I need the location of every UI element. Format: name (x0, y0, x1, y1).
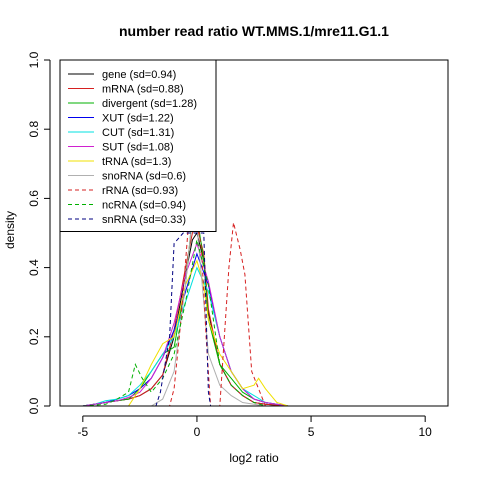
y-tick-label-3: 0.6 (27, 190, 41, 207)
series-line-7 (82, 213, 435, 407)
series-line-9 (82, 239, 435, 407)
series-line-0 (82, 231, 435, 407)
series-layer (71, 198, 435, 407)
x-tick-label-1: 0 (194, 425, 201, 439)
y-axis-label: density (3, 211, 17, 249)
chart-title: number read ratio WT.MMS.1/mre11.G1.1 (119, 23, 389, 39)
x-tick-label-2: 5 (308, 425, 315, 439)
y-tick-label-5: 1.0 (27, 51, 41, 68)
legend-entry-6: tRNA (sd=1.3) (102, 156, 171, 168)
axes-layer: -5 0 5 10 0.0 0.2 0.4 0.6 0.8 1.0 (27, 51, 449, 439)
y-tick-label-2: 0.4 (27, 259, 41, 276)
legend-entry-9: ncRNA (sd=0.94) (102, 200, 186, 212)
series-line-4 (82, 266, 435, 407)
x-tick-label-3: 10 (418, 425, 432, 439)
legend-entry-0: gene (sd=0.94) (102, 69, 176, 81)
y-tick-label-1: 0.2 (27, 328, 41, 345)
y-tick-label-4: 0.8 (27, 121, 41, 138)
x-axis-label: log2 ratio (229, 451, 279, 465)
legend-entry-5: SUT (sd=1.08) (102, 142, 174, 154)
legend-entry-2: divergent (sd=1.28) (102, 98, 197, 110)
series-line-5 (82, 241, 435, 407)
series-line-6 (82, 259, 435, 407)
legend-entry-3: XUT (sd=1.22) (102, 113, 174, 125)
series-line-10 (71, 232, 435, 407)
legend-entry-1: mRNA (sd=0.88) (102, 84, 184, 96)
y-tick-label-0: 0.0 (27, 397, 41, 414)
legend-entry-8: rRNA (sd=0.93) (102, 185, 178, 197)
series-line-2 (82, 215, 435, 407)
x-tick-label-0: -5 (77, 425, 88, 439)
plot-frame (59, 59, 449, 407)
series-line-3 (82, 252, 435, 407)
legend-entry-4: CUT (sd=1.31) (102, 127, 174, 139)
legend-entry-10: snRNA (sd=0.33) (102, 214, 186, 226)
legend-entry-7: snoRNA (sd=0.6) (102, 171, 186, 183)
legend: gene (sd=0.94) mRNA (sd=0.88) divergent (s… (59, 59, 217, 232)
